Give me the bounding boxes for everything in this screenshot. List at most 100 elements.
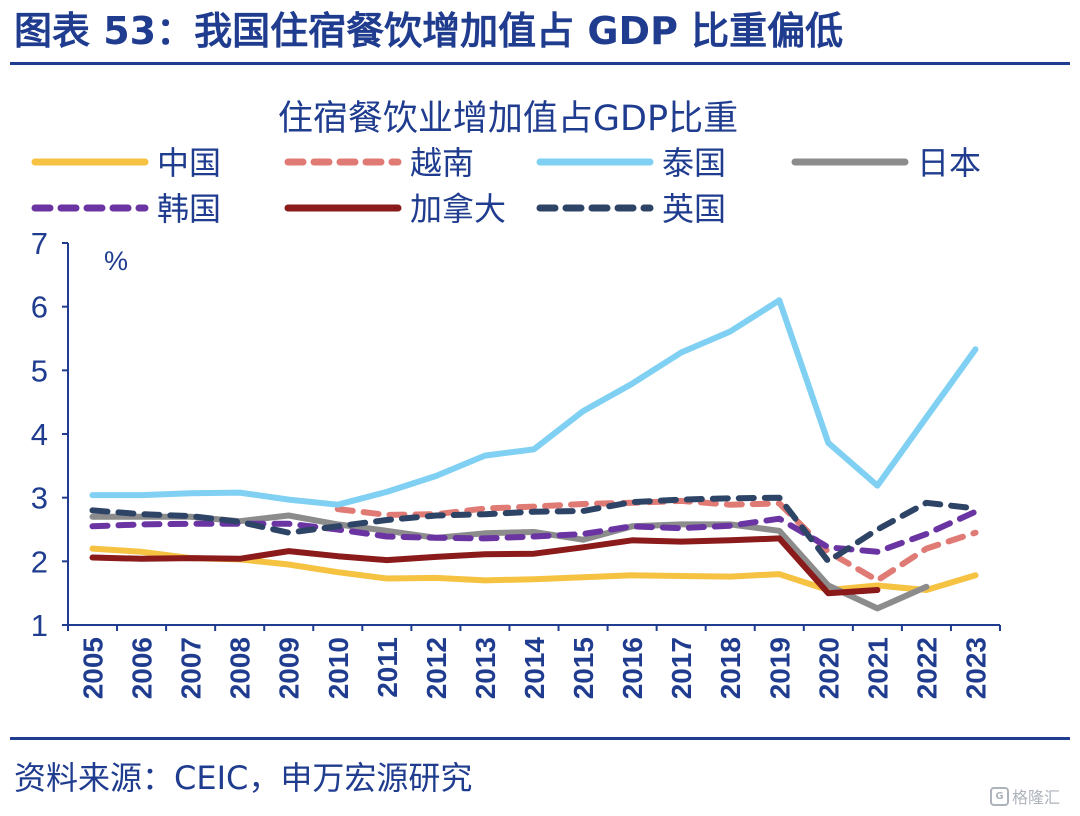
data-point bbox=[336, 503, 339, 506]
data-point bbox=[385, 518, 388, 521]
data-point bbox=[533, 535, 536, 538]
data-point bbox=[925, 547, 928, 550]
data-point bbox=[140, 523, 143, 526]
data-point bbox=[287, 531, 290, 534]
data-point bbox=[631, 574, 634, 577]
data-point bbox=[827, 550, 830, 553]
data-point bbox=[778, 299, 781, 302]
data-point bbox=[680, 540, 683, 543]
data-point bbox=[582, 576, 585, 579]
data-point bbox=[238, 491, 241, 494]
data-point bbox=[631, 539, 634, 542]
x-tick-label: 2020 bbox=[813, 637, 844, 699]
data-point bbox=[287, 498, 290, 501]
data-point bbox=[582, 546, 585, 549]
data-point bbox=[238, 557, 241, 560]
data-point bbox=[729, 503, 732, 506]
data-point bbox=[336, 508, 339, 511]
data-point bbox=[876, 579, 879, 582]
data-point bbox=[385, 559, 388, 562]
data-point bbox=[91, 509, 94, 512]
data-point bbox=[385, 513, 388, 516]
data-point bbox=[876, 584, 879, 587]
data-point bbox=[287, 550, 290, 553]
data-point bbox=[91, 556, 94, 559]
x-tick-label: 2016 bbox=[617, 637, 648, 699]
data-point bbox=[876, 528, 879, 531]
data-point bbox=[631, 501, 634, 504]
data-point bbox=[533, 531, 536, 534]
y-tick-label: 6 bbox=[31, 290, 48, 325]
data-point bbox=[582, 532, 585, 535]
data-point bbox=[140, 557, 143, 560]
x-tick-label: 2023 bbox=[960, 637, 991, 699]
series-line-5 bbox=[89, 535, 881, 597]
data-point bbox=[876, 607, 879, 610]
data-point bbox=[434, 475, 437, 478]
data-point bbox=[974, 348, 977, 351]
x-tick-label: 2006 bbox=[127, 637, 158, 699]
x-tick-label: 2010 bbox=[323, 637, 354, 699]
figure-title: 图表 53：我国住宿餐饮增加值占 GDP 比重偏低 bbox=[14, 9, 844, 53]
data-point bbox=[729, 539, 732, 542]
data-point bbox=[925, 532, 928, 535]
data-point bbox=[91, 525, 94, 528]
data-point bbox=[631, 382, 634, 385]
data-point bbox=[631, 525, 634, 528]
x-tick-label: 2017 bbox=[666, 637, 697, 699]
data-point bbox=[827, 592, 830, 595]
data-point bbox=[140, 550, 143, 553]
x-tick-label: 2013 bbox=[470, 637, 501, 699]
chart-axes: 1 2 3 4 5 6 7 2005 2006 2007 2008 2009 2010 2011 2012 2… bbox=[31, 226, 1001, 700]
series-layer bbox=[89, 297, 979, 612]
data-point bbox=[533, 578, 536, 581]
data-point bbox=[680, 351, 683, 354]
data-point bbox=[385, 535, 388, 538]
data-point bbox=[778, 537, 781, 540]
data-point bbox=[434, 514, 437, 517]
data-point bbox=[827, 441, 830, 444]
x-tick-label: 2021 bbox=[862, 637, 893, 699]
data-point bbox=[533, 552, 536, 555]
data-point bbox=[778, 529, 781, 532]
x-tick-label: 2005 bbox=[78, 637, 109, 699]
data-point bbox=[680, 523, 683, 526]
data-point bbox=[483, 507, 486, 510]
data-point bbox=[974, 531, 977, 534]
watermark: G 格隆汇 bbox=[990, 784, 1060, 808]
data-point bbox=[974, 507, 977, 510]
data-point bbox=[876, 484, 879, 487]
data-point bbox=[680, 527, 683, 530]
x-tick-label: 2008 bbox=[225, 637, 256, 699]
data-point bbox=[925, 585, 928, 588]
data-point bbox=[91, 494, 94, 497]
data-point bbox=[483, 532, 486, 535]
data-point bbox=[336, 525, 339, 528]
source-note: 资料来源：CEIC，申万宏源研究 bbox=[14, 759, 473, 797]
data-point bbox=[827, 560, 830, 563]
data-point bbox=[729, 524, 732, 527]
data-point bbox=[385, 577, 388, 580]
y-tick-label: 7 bbox=[31, 226, 48, 261]
data-point bbox=[434, 555, 437, 558]
data-point bbox=[582, 503, 585, 506]
watermark-logo-icon: G bbox=[990, 786, 1009, 806]
chart-title: 住宿餐饮业增加值占GDP比重 bbox=[278, 99, 738, 139]
data-point bbox=[483, 513, 486, 516]
data-point bbox=[483, 454, 486, 457]
legend-label: 中国 bbox=[157, 144, 221, 182]
data-point bbox=[778, 573, 781, 576]
data-point bbox=[189, 557, 192, 560]
data-point bbox=[385, 490, 388, 493]
y-axis-unit: % bbox=[104, 246, 128, 276]
data-point bbox=[238, 520, 241, 523]
data-point bbox=[680, 498, 683, 501]
x-tick-label: 2014 bbox=[519, 637, 550, 700]
data-point bbox=[189, 492, 192, 495]
data-point bbox=[729, 497, 732, 500]
legend-label: 韩国 bbox=[157, 190, 221, 228]
data-point bbox=[287, 563, 290, 566]
data-point bbox=[434, 576, 437, 579]
